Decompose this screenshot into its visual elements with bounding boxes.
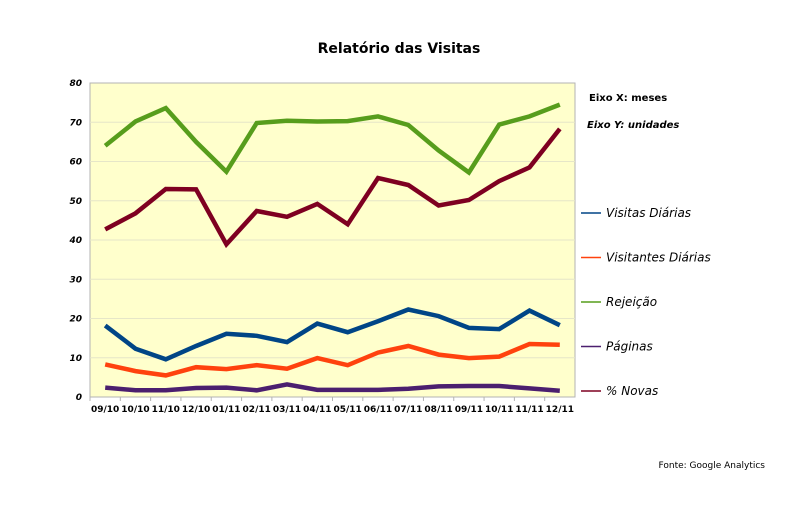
x-tick-label: 03/11 <box>273 405 301 415</box>
legend-label: Visitantes Diárias <box>606 251 711 265</box>
y-axis-note: Eixo Y: unidades <box>587 120 679 131</box>
series-line-1 <box>104 341 560 378</box>
series-line-2 <box>103 102 561 176</box>
x-tick-label: 12/11 <box>546 405 574 415</box>
x-tick-label: 12/10 <box>182 405 210 415</box>
y-tick-label: 60 <box>69 158 82 168</box>
series-line-3 <box>105 382 560 393</box>
x-tick-label: 08/11 <box>424 405 452 415</box>
chart-title: Relatório das Visitas <box>318 41 481 57</box>
x-tick-label: 06/11 <box>364 405 392 415</box>
y-tick-label: 50 <box>69 197 82 207</box>
x-tick-label: 10/11 <box>485 405 513 415</box>
x-tick-label: 10/10 <box>121 405 149 415</box>
y-tick-label: 10 <box>69 354 82 364</box>
legend-label: % Novas <box>606 384 658 398</box>
y-tick-label: 30 <box>69 275 82 285</box>
y-tick-label: 80 <box>69 79 82 89</box>
legend: Visitas Diárias Visitantes Diárias Rejeiçã… <box>581 206 711 398</box>
x-tick-label: 05/11 <box>333 405 361 415</box>
x-tick-label: 02/11 <box>243 405 271 415</box>
x-tick-label: 11/10 <box>152 405 180 415</box>
x-tick-label: 11/11 <box>515 405 543 415</box>
series-line-0 <box>103 307 561 362</box>
y-tick-label: 20 <box>69 315 82 325</box>
legend-label: Rejeição <box>606 295 657 309</box>
y-tick-label: 0 <box>76 393 82 403</box>
x-tick-label: 01/11 <box>212 405 240 415</box>
y-tick-label: 70 <box>69 118 82 128</box>
x-tick-label: 07/11 <box>394 405 422 415</box>
x-tick-label: 09/11 <box>455 405 483 415</box>
x-tick-label: 04/11 <box>303 405 331 415</box>
x-axis-note: Eixo X: meses <box>589 93 667 104</box>
x-tick-label: 09/10 <box>91 405 119 415</box>
legend-label: Visitas Diárias <box>606 206 691 220</box>
series-line-4 <box>104 127 562 249</box>
legend-label: Páginas <box>606 340 653 354</box>
y-tick-label: 40 <box>68 236 82 246</box>
source-note: Fonte: Google Analytics <box>659 461 766 471</box>
